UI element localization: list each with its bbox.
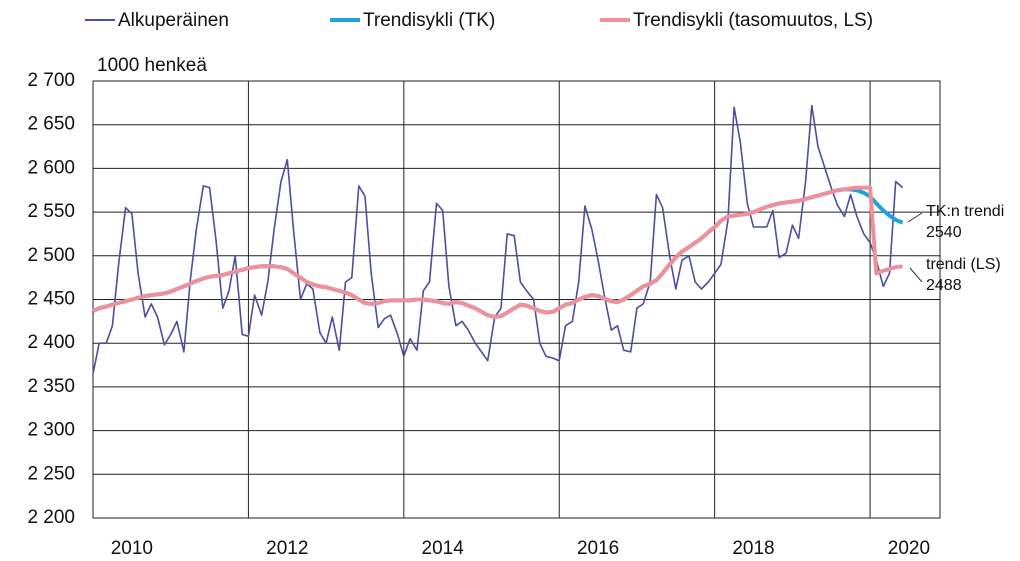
y-tick-label: 2 200 [27, 507, 75, 528]
series-line [92, 104, 904, 374]
x-tick-label: 2014 [422, 538, 465, 559]
leader-line [907, 212, 923, 223]
x-tick-label: 2018 [732, 538, 774, 559]
y-tick-label: 2 550 [27, 201, 75, 222]
plot-border [92, 80, 941, 519]
annotation: 2540 [926, 224, 962, 241]
series-line [92, 185, 903, 319]
y-tick-label: 2 450 [27, 289, 75, 310]
y-tick-label: 2 400 [27, 332, 75, 353]
x-tick-label: 2020 [888, 538, 930, 559]
y-tick-label: 2 650 [27, 114, 75, 135]
x-tick-label: 2012 [266, 538, 308, 559]
y-axis-label: 1000 henkeä [97, 55, 207, 76]
legend-label: Alkuperäinen [118, 10, 229, 31]
y-tick-label: 2 500 [27, 245, 75, 266]
x-tick-label: 2010 [111, 538, 153, 559]
y-tick-label: 2 250 [27, 463, 75, 484]
y-tick-label: 2 350 [27, 376, 75, 397]
annotation: 2488 [926, 277, 962, 294]
annotation: trendi (LS) [926, 256, 1001, 273]
y-tick-label: 2 700 [27, 70, 75, 91]
x-tick-label: 2016 [577, 538, 619, 559]
legend-label: Trendisykli (tasomuutos, LS) [633, 10, 873, 31]
legend-label: Trendisykli (TK) [363, 10, 495, 31]
y-tick-label: 2 600 [27, 157, 75, 178]
y-tick-label: 2 300 [27, 420, 75, 441]
annotation: TK:n trendi [926, 203, 1004, 220]
leader-line [909, 267, 923, 283]
